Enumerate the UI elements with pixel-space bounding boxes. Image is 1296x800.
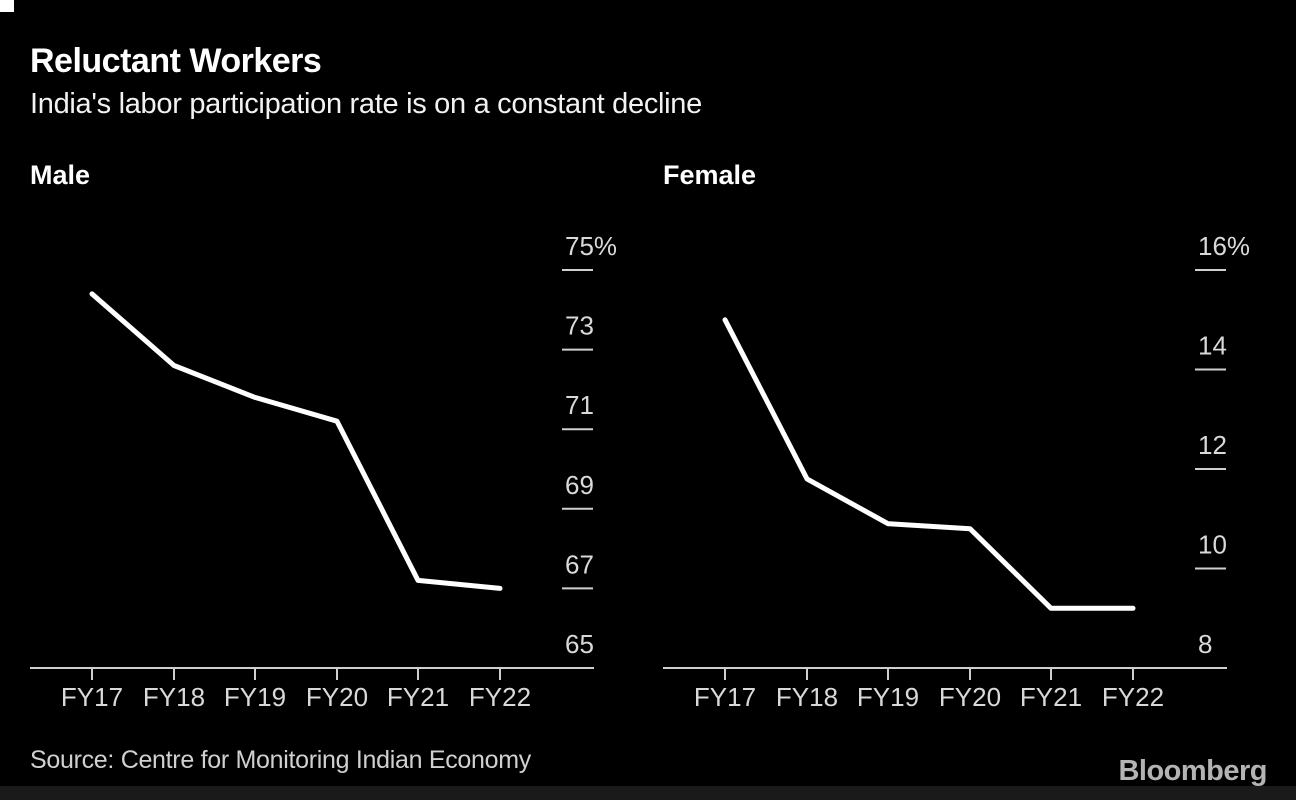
source-note: Source: Centre for Monitoring Indian Eco… — [30, 746, 531, 774]
x-tick-label: FY22 — [469, 682, 531, 712]
bottom-bar — [0, 786, 1296, 800]
male-chart-canvas: FY17 FY18 FY19 FY20 FY21 FY22 65 67 69 71 73 75% — [30, 231, 617, 712]
x-tick-label: FY22 — [1102, 682, 1164, 712]
y-tick-label: 12 — [1198, 430, 1227, 460]
x-tick-label: FY17 — [61, 682, 123, 712]
data-line — [89, 291, 503, 591]
corner-artifact — [0, 0, 14, 12]
x-tick-label: FY17 — [694, 682, 756, 712]
male-panel-label: Male — [30, 160, 91, 190]
y-tick-label: 71 — [565, 390, 594, 420]
y-tick-label: 75% — [565, 231, 617, 261]
female-chart-canvas: FY17 FY18 FY19 FY20 FY21 FY22 8 10 12 14 16% — [663, 231, 1250, 712]
x-tick-label: FY18 — [143, 682, 205, 712]
female-panel-label: Female — [663, 160, 757, 190]
x-tick-label: FY21 — [1020, 682, 1082, 712]
x-tick-label: FY19 — [857, 682, 919, 712]
x-tick-label: FY20 — [306, 682, 368, 712]
y-tick-label: 73 — [565, 311, 594, 341]
bloomberg-logo: Bloomberg — [1118, 755, 1267, 787]
y-tick-label: 69 — [565, 470, 594, 500]
page-title: Reluctant Workers — [30, 42, 322, 80]
y-tick-label: 14 — [1198, 331, 1227, 361]
x-tick-label: FY21 — [387, 682, 449, 712]
y-tick-label: 65 — [565, 629, 594, 659]
x-tick-label: FY18 — [776, 682, 838, 712]
y-tick-label: 67 — [565, 549, 594, 579]
y-tick-label: 10 — [1198, 530, 1227, 560]
y-tick-label: 8 — [1198, 629, 1212, 659]
x-tick-label: FY19 — [224, 682, 286, 712]
x-tick-label: FY20 — [939, 682, 1001, 712]
y-tick-label: 16% — [1198, 231, 1250, 261]
data-line — [722, 317, 1136, 611]
page-subtitle: India's labor participation rate is on a… — [30, 88, 702, 120]
